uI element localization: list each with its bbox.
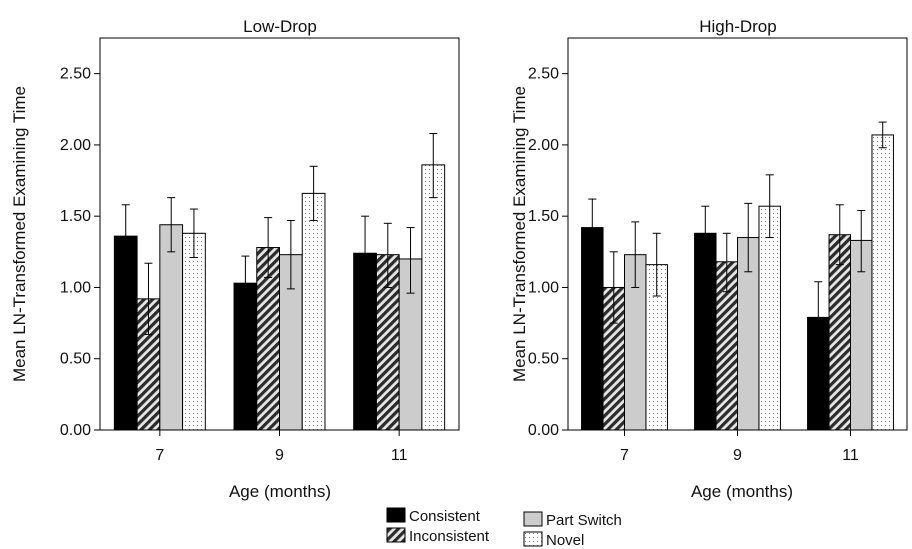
error-bar-novel-7 <box>652 232 661 297</box>
y-tick-label: 2.00 <box>528 137 559 154</box>
error-bar-inconsistent-9 <box>722 232 731 293</box>
error-bar-consistent-9 <box>241 255 250 311</box>
bar-novel-11 <box>421 164 446 431</box>
x-tick-label: 7 <box>155 447 164 464</box>
error-bar-part-switch-9 <box>744 202 753 273</box>
error-bar-part-switch-7 <box>167 197 176 253</box>
y-tick-label: 1.00 <box>528 279 559 296</box>
bar-consistent-9 <box>694 232 717 431</box>
legend-label-part-switch: Part Switch <box>546 512 622 529</box>
y-axis-title: Mean LN-Transformed Examining Time <box>10 86 29 382</box>
y-tick-label: 2.50 <box>528 66 559 83</box>
x-tick-label: 11 <box>842 447 859 464</box>
bar-novel-9 <box>758 205 781 431</box>
x-tick-label: 9 <box>733 447 742 464</box>
error-bar-consistent-11 <box>361 215 370 291</box>
y-tick-label: 1.50 <box>528 208 559 225</box>
y-tick-label: 0.00 <box>528 422 559 439</box>
error-bar-consistent-7 <box>121 204 130 267</box>
bar-novel-7 <box>182 232 206 431</box>
legend-swatch-inconsistent <box>386 527 406 543</box>
y-tick-label: 2.50 <box>60 66 91 83</box>
y-tick-label: 0.50 <box>60 351 91 368</box>
panel-title: High-Drop <box>699 17 776 36</box>
y-tick-label: 1.00 <box>60 279 91 296</box>
legend-swatch-novel <box>523 531 543 547</box>
bar-consistent-7 <box>581 227 604 431</box>
error-bar-novel-7 <box>189 208 198 259</box>
error-bar-part-switch-7 <box>631 221 640 288</box>
error-bar-inconsistent-11 <box>383 222 392 288</box>
error-bar-novel-9 <box>765 174 774 239</box>
error-bar-consistent-7 <box>588 198 597 257</box>
bar-novel-9 <box>301 192 326 431</box>
legend-swatch-consistent <box>386 507 406 523</box>
y-tick-label: 2.00 <box>60 137 91 154</box>
x-tick-label: 9 <box>275 447 284 464</box>
x-tick-label: 11 <box>391 447 408 464</box>
error-bar-part-switch-11 <box>857 209 866 273</box>
error-bar-part-switch-11 <box>406 227 415 294</box>
legend-label-novel: Novel <box>546 532 584 549</box>
legend-label-consistent: Consistent <box>409 508 481 525</box>
legend-label-inconsistent: Inconsistent <box>409 528 490 545</box>
y-tick-label: 0.00 <box>60 422 91 439</box>
y-tick-label: 0.50 <box>528 351 559 368</box>
error-bar-inconsistent-7 <box>144 262 153 335</box>
x-axis-title: Age (months) <box>691 482 793 501</box>
x-axis-title: Age (months) <box>229 482 331 501</box>
panel-title: Low-Drop <box>243 17 317 36</box>
panel-low-drop: Low-Drop 0.00 0.50 1.00 1.50 2.00 2.50 Mean LN-… <box>10 17 460 501</box>
bar-novel-11 <box>871 134 894 431</box>
legend: Consistent Inconsistent Part Switch Nove… <box>386 507 622 549</box>
bar-part-switch-7 <box>159 224 184 431</box>
error-bar-consistent-11 <box>814 281 823 354</box>
error-bar-inconsistent-11 <box>835 204 844 266</box>
error-bar-novel-11 <box>878 121 887 149</box>
error-bar-novel-9 <box>309 165 318 221</box>
error-bar-novel-11 <box>429 133 438 199</box>
error-bar-inconsistent-7 <box>609 251 618 324</box>
panel-high-drop: High-Drop 0.00 0.50 1.00 1.50 2.00 2.50 Mean LN… <box>510 17 908 501</box>
error-bar-consistent-9 <box>701 205 710 263</box>
y-tick-label: 1.50 <box>60 208 91 225</box>
error-bar-inconsistent-9 <box>264 217 273 278</box>
error-bar-part-switch-9 <box>286 219 295 290</box>
legend-swatch-part-switch <box>523 511 543 527</box>
x-tick-label: 7 <box>620 447 629 464</box>
y-axis-title: Mean LN-Transformed Examining Time <box>510 86 529 382</box>
